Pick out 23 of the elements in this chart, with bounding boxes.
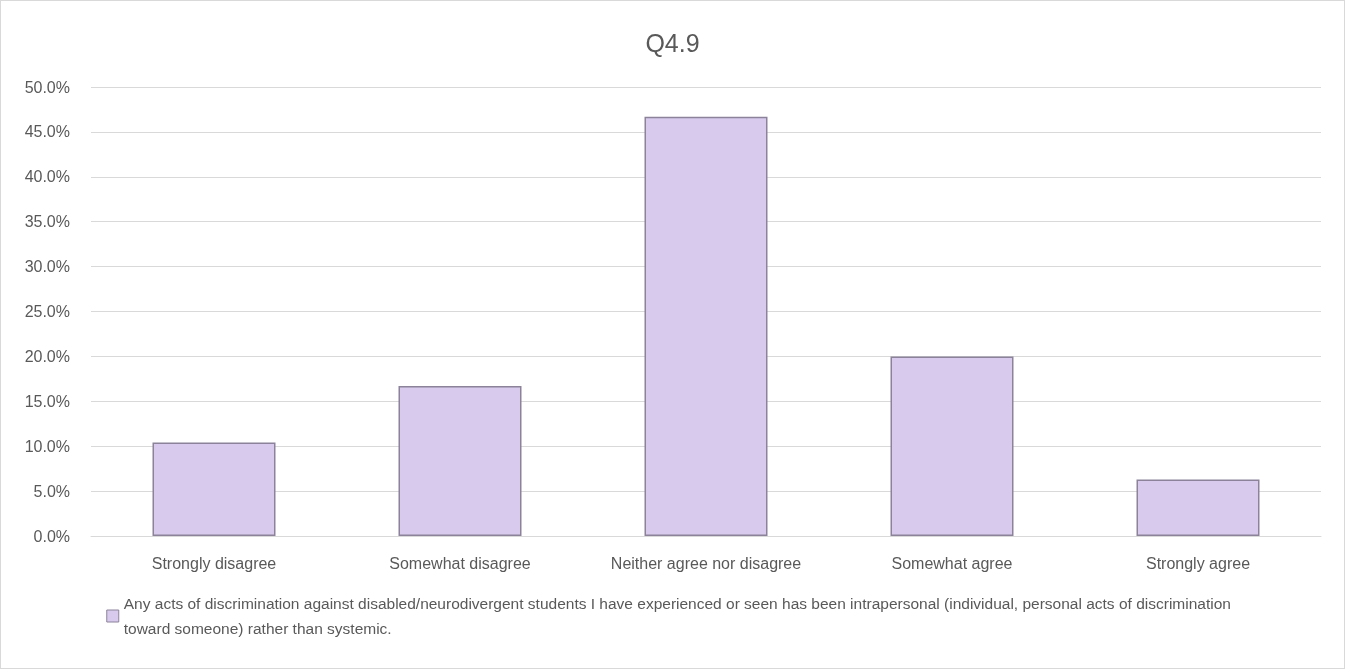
bar — [644, 116, 768, 536]
chart-title: Q4.9 — [645, 28, 700, 57]
y-tick-label: 5.0% — [33, 482, 70, 500]
y-tick-label: 25.0% — [24, 303, 70, 320]
y-tick-label: 40.0% — [24, 168, 70, 186]
y-tick-label: 50.0% — [24, 78, 70, 96]
y-tick-label: 0.0% — [33, 527, 70, 545]
x-tick-label: Strongly disagree — [151, 554, 277, 572]
bar — [152, 442, 276, 536]
legend-label: Any acts of discrimination against disabled/neurodivergent students I have experienced or seen has been intrapersonal (individual, personal acts of discrimination toward someone) rather than systemic. — [123, 595, 1236, 637]
y-tick-label: 15.0% — [24, 392, 70, 410]
y-tick-label: 20.0% — [24, 347, 70, 365]
y-tick-label: 10.0% — [24, 437, 70, 455]
y-tick-label: 30.0% — [24, 258, 70, 276]
x-tick-label: Neither agree nor disagree — [610, 554, 802, 572]
y-tick-label: 45.0% — [24, 123, 70, 141]
bar — [398, 386, 522, 536]
x-tick-label: Strongly agree — [1145, 554, 1251, 572]
bar — [890, 356, 1014, 536]
y-tick-label: 35.0% — [24, 213, 70, 231]
x-tick-label: Somewhat disagree — [389, 554, 531, 572]
x-tick-label: Somewhat agree — [891, 554, 1013, 572]
bar — [1136, 479, 1260, 536]
